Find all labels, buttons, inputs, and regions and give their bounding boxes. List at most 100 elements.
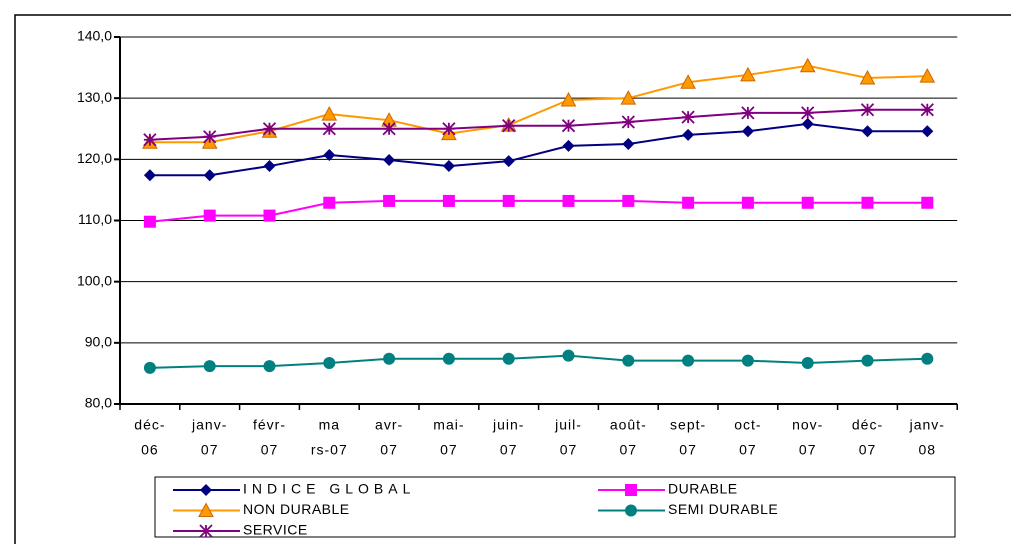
data-point	[920, 103, 934, 117]
data-point	[919, 68, 936, 83]
data-point	[682, 128, 695, 141]
data-point	[561, 119, 576, 133]
data-point	[801, 357, 814, 370]
x-tick-label: nov-	[792, 417, 823, 433]
x-tick-label: 08	[919, 442, 937, 458]
legend-marker	[198, 502, 214, 517]
data-point	[442, 194, 455, 207]
data-point	[621, 115, 635, 129]
data-point	[681, 110, 695, 124]
series-line	[149, 354, 928, 369]
data-point	[382, 122, 396, 136]
x-tick-label: juil-	[554, 417, 582, 433]
data-point	[801, 106, 815, 120]
x-tick-label: avr-	[375, 417, 403, 433]
y-tick-label: 120,0	[77, 150, 112, 166]
legend-label: SEMI DURABLE	[668, 501, 778, 517]
data-point	[560, 91, 577, 107]
data-point	[203, 209, 216, 222]
data-point	[502, 155, 515, 168]
data-point	[143, 215, 156, 228]
x-tick-label: mai-	[433, 417, 464, 433]
legend-label: INDICE GLOBAL	[243, 481, 415, 497]
x-tick-label: 07	[440, 442, 458, 458]
data-point	[622, 138, 635, 151]
data-point	[321, 106, 338, 121]
series-line	[149, 122, 928, 177]
data-point	[921, 125, 934, 138]
x-tick-label: janv-	[909, 417, 945, 433]
data-point	[442, 122, 456, 136]
data-point	[263, 360, 276, 373]
x-tick-label: sept-	[670, 417, 706, 433]
x-tick-label: déc-	[852, 417, 883, 433]
data-point	[203, 169, 216, 182]
legend-marker	[625, 504, 637, 517]
data-point	[383, 194, 396, 207]
y-tick-label: 140,0	[77, 28, 112, 44]
x-tick-label: déc-	[134, 417, 165, 433]
x-tick-label: août-	[610, 417, 647, 433]
data-point	[741, 106, 755, 120]
data-point	[562, 194, 575, 207]
x-tick-label: 07	[739, 442, 757, 458]
legend-marker	[199, 524, 213, 538]
x-tick-label: 07	[620, 442, 638, 458]
data-point	[383, 352, 396, 365]
data-point	[263, 160, 276, 173]
data-point	[860, 103, 875, 117]
x-tick-label: 06	[141, 442, 159, 458]
x-tick-label: 07	[799, 442, 817, 458]
data-point	[682, 354, 695, 367]
y-tick-label: 80,0	[85, 395, 112, 411]
data-point	[859, 69, 876, 85]
x-tick-label: 07	[859, 442, 877, 458]
data-point	[622, 194, 635, 207]
y-tick-label: 90,0	[85, 334, 112, 350]
legend-label: NON DURABLE	[243, 501, 350, 517]
data-point	[143, 169, 156, 182]
x-tick-label: juin-	[492, 417, 524, 433]
data-point	[502, 194, 515, 207]
data-point	[799, 57, 816, 73]
data-point	[442, 352, 455, 365]
x-tick-label: oct-	[734, 417, 761, 433]
data-point	[143, 133, 157, 147]
data-point	[323, 149, 336, 162]
data-point	[502, 352, 515, 365]
legend-marker	[200, 484, 212, 496]
data-point	[740, 66, 756, 82]
data-point	[263, 209, 276, 222]
data-point	[323, 196, 336, 209]
data-point	[861, 125, 874, 138]
x-tick-label: févr-	[253, 417, 286, 433]
y-tick-label: 100,0	[77, 272, 112, 288]
data-point	[801, 196, 814, 209]
data-point	[620, 90, 637, 105]
data-point	[680, 74, 696, 89]
data-point	[562, 349, 575, 362]
x-tick-label: 07	[500, 442, 518, 458]
x-tick-label: rs-07	[311, 442, 348, 458]
data-point	[143, 361, 156, 374]
legend-label: SERVICE	[243, 522, 308, 538]
data-point	[383, 153, 396, 166]
chart-frame	[14, 14, 1011, 544]
data-point	[502, 119, 516, 133]
data-point	[861, 196, 874, 209]
data-point	[921, 352, 934, 365]
data-point	[562, 139, 575, 152]
series-line	[149, 199, 928, 223]
data-point	[262, 122, 277, 136]
legend-marker	[625, 484, 637, 496]
data-point	[622, 354, 635, 367]
x-tick-label: 07	[201, 442, 219, 458]
x-tick-label: 07	[560, 442, 578, 458]
data-point	[323, 357, 336, 370]
data-point	[921, 196, 934, 209]
data-point	[203, 360, 216, 373]
data-point	[741, 196, 754, 209]
data-point	[203, 130, 217, 144]
x-tick-label: 07	[261, 442, 279, 458]
legend-label: DURABLE	[668, 481, 738, 497]
